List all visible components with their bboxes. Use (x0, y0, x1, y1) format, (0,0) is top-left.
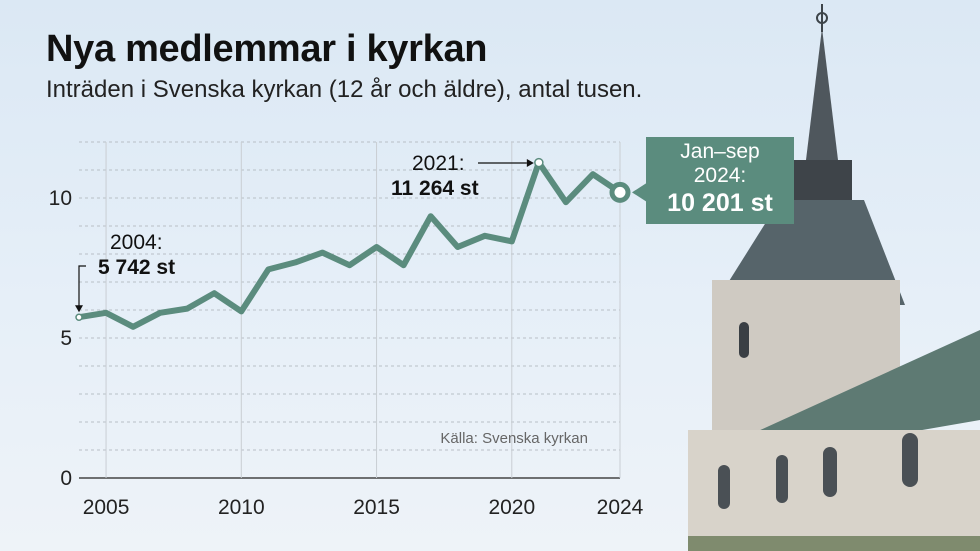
annotation-start-arrowhead (75, 305, 83, 313)
series-markers (75, 157, 631, 329)
series-line (76, 159, 623, 330)
chart-title: Nya medlemmar i kyrkan (46, 28, 488, 70)
annotation-latest: Jan–sep 2024: 10 201 st (646, 137, 794, 224)
source-note: Källa: Svenska kyrkan (440, 430, 588, 447)
data-point (375, 245, 379, 249)
annotation-peak-label: 2021: (412, 152, 465, 175)
data-point (564, 200, 568, 204)
y-tick-label: 5 (60, 327, 72, 350)
x-tick-label: 2024 (597, 496, 644, 519)
x-tick-label: 2005 (83, 496, 130, 519)
data-point (185, 307, 189, 311)
data-point (131, 325, 135, 329)
data-point (104, 311, 108, 315)
x-tick-label: 2010 (218, 496, 265, 519)
data-point (456, 245, 460, 249)
data-point (402, 263, 406, 267)
data-point (321, 251, 325, 255)
data-point (591, 172, 595, 176)
tower-roof (714, 200, 905, 305)
data-point (429, 214, 433, 218)
annotation-peak-value: 11 264 st (391, 177, 479, 200)
x-tick-label: 2020 (488, 496, 535, 519)
data-point (240, 310, 244, 314)
chart-subtitle: Inträden i Svenska kyrkan (12 år och äld… (46, 76, 643, 103)
annotation-peak-arrowhead (526, 159, 534, 167)
annotation-latest-label-2: 2024: (693, 164, 747, 187)
ground (688, 536, 980, 551)
annotation-latest-label-1: Jan–sep (680, 140, 760, 163)
data-point (294, 261, 298, 265)
data-point (158, 311, 162, 315)
data-point (609, 181, 631, 203)
data-point (267, 268, 271, 272)
nave-window (902, 433, 918, 487)
data-point (510, 240, 514, 244)
data-point (212, 291, 216, 295)
nave-window (776, 455, 788, 503)
y-tick-label: 0 (60, 467, 72, 490)
start-point-marker (75, 313, 83, 321)
spire-ornament (816, 12, 828, 24)
nave-window (823, 447, 837, 497)
x-tick-label: 2015 (353, 496, 400, 519)
annotation-latest-value: 10 201 st (667, 189, 773, 217)
belfry (792, 160, 852, 200)
peak-point-marker (534, 157, 544, 168)
tower-window (739, 322, 749, 358)
annotation-latest-box (632, 137, 794, 224)
y-tick-label: 10 (49, 187, 72, 210)
spire (806, 28, 838, 160)
annotation-start-value: 5 742 st (98, 256, 175, 279)
y-axis: 0 5 10 (49, 187, 72, 490)
annotation-start-label: 2004: (110, 231, 163, 254)
annotation-start-arrow (78, 265, 86, 308)
data-point (348, 263, 352, 267)
church-illustration (688, 4, 980, 551)
x-axis: 2005 2010 2015 2020 2024 (83, 142, 644, 519)
data-point (483, 234, 487, 238)
nave-window (718, 465, 730, 509)
